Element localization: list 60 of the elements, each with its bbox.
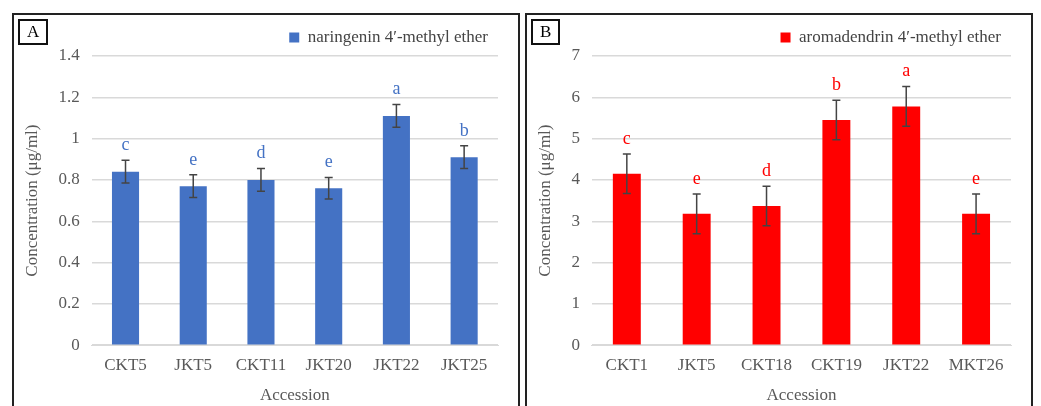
data-label: b xyxy=(831,73,841,94)
data-label: c xyxy=(622,127,631,148)
legend-label: aromadendrin 4′-methyl ether xyxy=(799,26,1002,46)
bar xyxy=(450,157,478,345)
bar xyxy=(247,179,275,345)
bar xyxy=(111,171,140,345)
chart-title: B xyxy=(531,19,561,45)
y-tick-label: 0.6 xyxy=(58,210,80,230)
y-tick-label: 0 xyxy=(571,334,580,354)
x-tick-label: CKT5 xyxy=(104,354,147,374)
legend-label: naringenin 4′-methyl ether xyxy=(307,26,489,46)
x-axis-title: Accession xyxy=(766,385,837,405)
data-label: d xyxy=(256,142,266,163)
y-tick-label: 1.2 xyxy=(58,86,80,106)
y-tick-label: 3 xyxy=(571,210,580,230)
y-tick-label: 0 xyxy=(71,334,80,354)
data-label: b xyxy=(459,119,469,140)
data-label: e xyxy=(972,167,981,188)
x-tick-label: JKT5 xyxy=(174,354,213,374)
x-tick-label: CKT18 xyxy=(741,354,793,374)
chart-title: A xyxy=(18,19,49,45)
data-label: d xyxy=(762,159,772,180)
data-label: a xyxy=(902,60,911,81)
y-tick-label: 6 xyxy=(571,86,580,106)
data-label: c xyxy=(121,134,130,155)
x-axis-title: Accession xyxy=(259,385,331,405)
bar xyxy=(822,120,851,345)
bar xyxy=(382,115,410,345)
y-tick-label: 4 xyxy=(571,169,581,189)
y-axis-title: Concentration (μg/ml) xyxy=(21,124,41,277)
y-tick-label: 5 xyxy=(571,128,580,148)
x-tick-label: MKT26 xyxy=(948,354,1004,374)
y-tick-label: 1 xyxy=(71,128,80,148)
y-tick-label: 1 xyxy=(571,293,580,313)
bar xyxy=(179,186,207,345)
y-tick-label: 0.4 xyxy=(58,252,81,272)
y-tick-label: 1.4 xyxy=(58,45,81,65)
y-tick-label: 2 xyxy=(571,252,580,272)
y-axis-title: Concentration (μg/ml) xyxy=(534,124,554,277)
data-label: a xyxy=(392,78,401,99)
bar xyxy=(612,173,641,345)
bar xyxy=(315,188,343,345)
data-label: e xyxy=(189,148,198,169)
y-tick-label: 0.8 xyxy=(58,169,80,189)
x-tick-label: JKT5 xyxy=(677,354,716,374)
y-tick-label: 7 xyxy=(571,45,581,65)
y-tick-label: 0.2 xyxy=(58,293,80,313)
bar xyxy=(752,205,781,345)
bar xyxy=(962,213,991,345)
x-tick-label: CKT19 xyxy=(810,354,862,374)
data-label: e xyxy=(324,151,333,172)
bar xyxy=(892,106,921,345)
bar xyxy=(682,213,711,345)
data-label: e xyxy=(692,167,701,188)
x-tick-label: JKT22 xyxy=(883,354,930,374)
x-tick-label: CKT1 xyxy=(605,354,649,374)
x-tick-label: CKT11 xyxy=(235,354,287,374)
x-tick-label: JKT20 xyxy=(305,354,352,374)
x-tick-label: JKT22 xyxy=(373,354,420,374)
x-tick-label: JKT25 xyxy=(441,354,488,374)
